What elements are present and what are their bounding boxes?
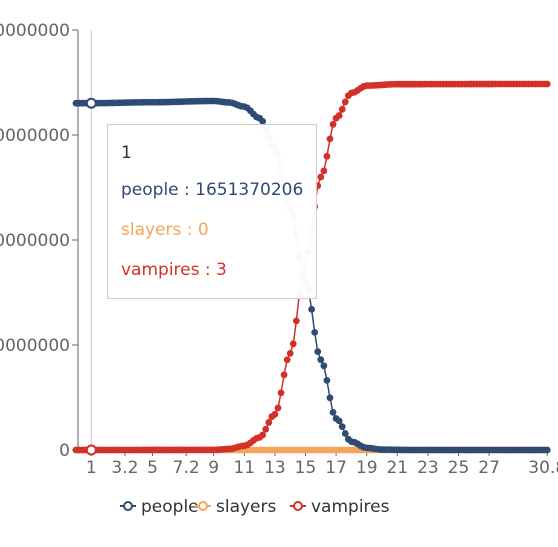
x-tick-label: 21 xyxy=(386,458,408,478)
tooltip-slayers-value: slayers : 0 xyxy=(121,220,209,240)
y-tick-label: 0000000 xyxy=(0,21,70,41)
data-point-vampires xyxy=(259,431,267,439)
data-point-people xyxy=(323,376,331,384)
data-point-vampires xyxy=(292,317,300,325)
tooltip-vampires-value: vampires : 3 xyxy=(121,260,227,280)
x-tick-label: 15 xyxy=(295,458,317,478)
data-point-people xyxy=(311,328,319,336)
x-tick-label: 3.2 xyxy=(111,458,138,478)
legend-marker-icon xyxy=(123,501,133,511)
y-tick-label: 0000000 xyxy=(0,336,70,356)
data-point-vampires xyxy=(274,404,282,412)
chart-series-layer xyxy=(72,80,551,456)
tooltip-people-value: people : 1651370206 xyxy=(121,180,304,200)
data-point-vampires xyxy=(286,350,294,357)
x-tick-label: 23 xyxy=(417,458,439,478)
chart-tooltip: 1 people : 1651370206 slayers : 0 vampir… xyxy=(107,124,317,299)
x-tick-label: 1 xyxy=(86,458,97,478)
legend-label: slayers xyxy=(216,497,277,517)
data-point-people xyxy=(308,305,316,313)
active-point-vampires xyxy=(85,444,97,456)
x-tick-label: 17 xyxy=(325,458,347,478)
x-tick-label: 30.8 xyxy=(528,458,558,478)
x-tick-label: 7.2 xyxy=(173,458,200,478)
data-point-people xyxy=(335,417,343,425)
active-point-people xyxy=(85,97,97,109)
legend-item-slayers[interactable]: slayers xyxy=(195,497,277,517)
series-people xyxy=(72,97,551,454)
data-point-people xyxy=(317,356,325,364)
data-point-vampires xyxy=(280,371,288,379)
legend-label: people xyxy=(141,497,199,517)
data-point-vampires xyxy=(277,389,285,397)
data-point-people xyxy=(338,423,346,431)
data-point-vampires xyxy=(289,340,297,348)
data-point-vampires xyxy=(335,112,343,119)
legend-item-people[interactable]: people xyxy=(120,497,199,517)
data-point-vampires xyxy=(323,152,331,160)
data-point-vampires xyxy=(326,135,334,143)
legend-marker-icon xyxy=(198,501,208,511)
data-point-vampires xyxy=(543,80,551,88)
data-point-people xyxy=(543,446,551,454)
y-tick-label: 0000000 xyxy=(0,231,70,251)
data-point-people xyxy=(314,348,322,356)
data-point-people xyxy=(259,117,267,125)
data-point-vampires xyxy=(271,410,279,418)
x-tick-label: 11 xyxy=(233,458,255,478)
legend-item-vampires[interactable]: vampires xyxy=(290,497,390,517)
data-point-vampires xyxy=(341,98,349,106)
x-tick-label: 9 xyxy=(208,458,219,478)
x-tick-label: 5 xyxy=(147,458,158,478)
data-point-people xyxy=(326,394,334,402)
x-tick-label: 13 xyxy=(264,458,286,478)
y-tick-label: 0000000 xyxy=(0,126,70,146)
x-tick-label: 27 xyxy=(478,458,500,478)
data-point-vampires xyxy=(283,356,291,364)
y-tick-label: 0 xyxy=(59,441,70,461)
data-point-vampires xyxy=(329,120,337,128)
data-point-people xyxy=(329,408,337,416)
legend-marker-icon xyxy=(293,501,303,511)
data-point-vampires xyxy=(262,425,270,433)
data-point-vampires xyxy=(317,173,325,181)
legend-label: vampires xyxy=(311,497,390,517)
data-point-vampires xyxy=(338,105,346,113)
chart-legend[interactable]: people slayers vampires xyxy=(120,497,390,517)
tooltip-title: 1 xyxy=(121,143,132,163)
data-point-vampires xyxy=(265,419,273,426)
data-point-people xyxy=(320,362,328,370)
data-point-people xyxy=(341,430,349,437)
x-tick-label: 25 xyxy=(448,458,470,478)
data-point-vampires xyxy=(320,167,328,175)
x-tick-label: 19 xyxy=(356,458,378,478)
